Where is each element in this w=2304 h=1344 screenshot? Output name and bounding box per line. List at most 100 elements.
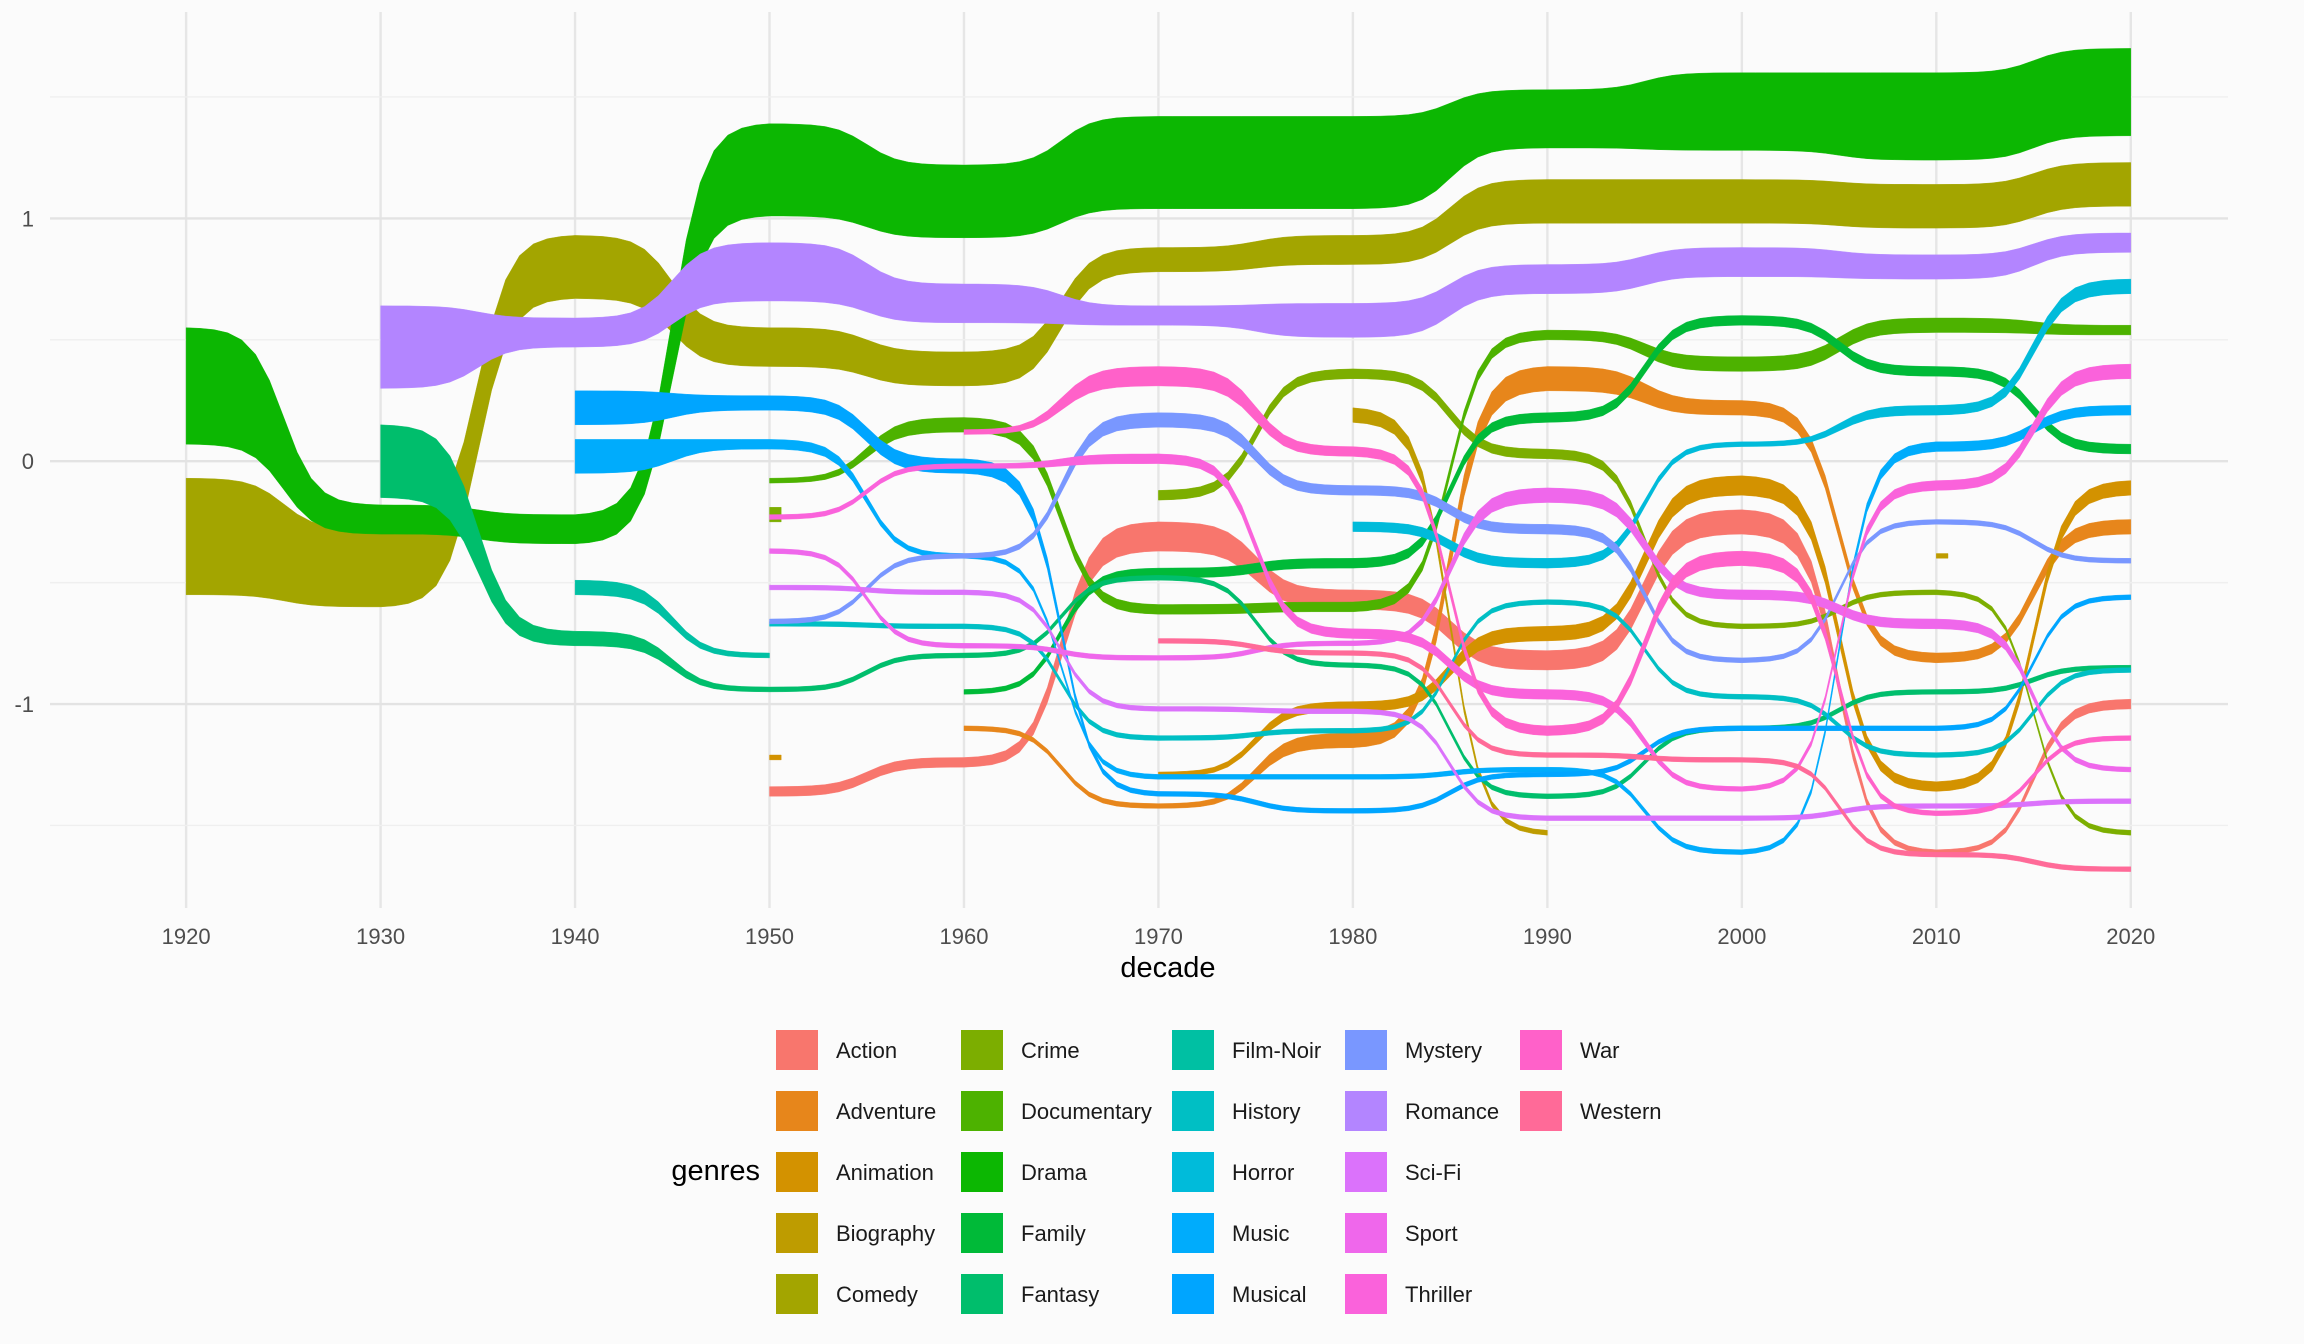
legend-item-family[interactable]: Family bbox=[961, 1213, 1086, 1253]
legend-swatch bbox=[1172, 1030, 1214, 1070]
legend-item-animation[interactable]: Animation bbox=[776, 1152, 934, 1192]
legend-label: Fantasy bbox=[1021, 1282, 1099, 1307]
series-thriller bbox=[769, 363, 2131, 792]
legend-label: Drama bbox=[1021, 1160, 1088, 1185]
stream-action bbox=[769, 509, 2131, 855]
legend-item-action[interactable]: Action bbox=[776, 1030, 897, 1070]
x-axis-title: decade bbox=[1120, 952, 1215, 984]
legend-label: Western bbox=[1580, 1099, 1662, 1124]
legend-swatch bbox=[1345, 1030, 1387, 1070]
legend-item-drama[interactable]: Drama bbox=[961, 1152, 1088, 1192]
legend-swatch bbox=[1172, 1213, 1214, 1253]
legend: genres Action Adventure Animation Biography… bbox=[671, 1030, 1662, 1314]
stream-film-noir bbox=[574, 579, 770, 659]
legend-item-mystery[interactable]: Mystery bbox=[1345, 1030, 1482, 1070]
series-western bbox=[1158, 638, 2131, 872]
series-film-noir bbox=[574, 579, 770, 659]
series-biography bbox=[1352, 407, 1949, 836]
x-tick-label: 1970 bbox=[1134, 924, 1183, 949]
stream-horror bbox=[1352, 278, 2131, 569]
y-tick-label: 1 bbox=[22, 206, 34, 231]
legend-title: genres bbox=[671, 1155, 760, 1187]
legend-swatch bbox=[776, 1274, 818, 1314]
series-romance bbox=[380, 232, 2131, 389]
stream-drama bbox=[185, 48, 2131, 545]
series-war bbox=[963, 366, 2131, 816]
legend-swatch bbox=[1345, 1091, 1387, 1131]
legend-label: History bbox=[1232, 1099, 1300, 1124]
legend-label: Action bbox=[836, 1038, 897, 1063]
x-tick-label: 2020 bbox=[2106, 924, 2155, 949]
legend-swatch bbox=[776, 1091, 818, 1131]
legend-swatch bbox=[961, 1152, 1003, 1192]
stream-biography bbox=[1936, 553, 1949, 559]
legend-label: Family bbox=[1021, 1221, 1086, 1246]
legend-swatch bbox=[961, 1091, 1003, 1131]
x-tick-label: 2010 bbox=[1912, 924, 1961, 949]
stream-war bbox=[963, 366, 2131, 816]
legend-swatch bbox=[1345, 1152, 1387, 1192]
legend-item-crime[interactable]: Crime bbox=[961, 1030, 1080, 1070]
legend-item-western[interactable]: Western bbox=[1520, 1091, 1662, 1131]
series-animation bbox=[769, 475, 2131, 792]
x-tick-label: 1960 bbox=[940, 924, 989, 949]
legend-item-music[interactable]: Music bbox=[1172, 1213, 1289, 1253]
legend-item-horror[interactable]: Horror bbox=[1172, 1152, 1294, 1192]
legend-swatch bbox=[776, 1213, 818, 1253]
series-horror bbox=[1352, 278, 2131, 569]
legend-label: Horror bbox=[1232, 1160, 1294, 1185]
y-tick-label: 0 bbox=[22, 449, 34, 474]
legend-swatch bbox=[1172, 1274, 1214, 1314]
legend-item-thriller[interactable]: Thriller bbox=[1345, 1274, 1472, 1314]
stream-romance bbox=[380, 232, 2131, 389]
series-documentary bbox=[769, 317, 2131, 615]
stream-sci-fi bbox=[769, 584, 2131, 821]
stream-music bbox=[574, 405, 2131, 855]
legend-swatch bbox=[1345, 1274, 1387, 1314]
legend-label: Music bbox=[1232, 1221, 1289, 1246]
y-tick-label: -1 bbox=[14, 692, 34, 717]
genre-streams bbox=[185, 48, 2131, 872]
legend-item-adventure[interactable]: Adventure bbox=[776, 1091, 936, 1131]
legend-item-musical[interactable]: Musical bbox=[1172, 1274, 1307, 1314]
legend-label: Animation bbox=[836, 1160, 934, 1185]
legend-item-film-noir[interactable]: Film-Noir bbox=[1172, 1030, 1321, 1070]
legend-item-war[interactable]: War bbox=[1520, 1030, 1620, 1070]
legend-item-sport[interactable]: Sport bbox=[1345, 1213, 1458, 1253]
series-sci-fi bbox=[769, 584, 2131, 821]
legend-item-documentary[interactable]: Documentary bbox=[961, 1091, 1152, 1131]
legend-label: Crime bbox=[1021, 1038, 1080, 1063]
legend-item-romance[interactable]: Romance bbox=[1345, 1091, 1499, 1131]
legend-label: Mystery bbox=[1405, 1038, 1482, 1063]
legend-swatch bbox=[1520, 1030, 1562, 1070]
legend-label: Film-Noir bbox=[1232, 1038, 1321, 1063]
legend-item-history[interactable]: History bbox=[1172, 1091, 1300, 1131]
x-tick-label: 1940 bbox=[551, 924, 600, 949]
stream-mystery bbox=[769, 412, 2131, 664]
legend-label: Comedy bbox=[836, 1282, 918, 1307]
stream-biography bbox=[1352, 407, 1548, 836]
stream-animation bbox=[769, 754, 782, 761]
legend-swatch bbox=[776, 1152, 818, 1192]
series-mystery bbox=[769, 412, 2131, 664]
legend-swatch bbox=[961, 1213, 1003, 1253]
series-drama bbox=[185, 48, 2131, 545]
series-family bbox=[963, 315, 2131, 695]
legend-swatch bbox=[1172, 1152, 1214, 1192]
series-comedy bbox=[185, 162, 2131, 608]
series-action bbox=[769, 509, 2131, 855]
legend-item-comedy[interactable]: Comedy bbox=[776, 1274, 918, 1314]
legend-label: Sport bbox=[1405, 1221, 1458, 1246]
legend-item-sci-fi[interactable]: Sci-Fi bbox=[1345, 1152, 1461, 1192]
legend-item-biography[interactable]: Biography bbox=[776, 1213, 935, 1253]
legend-swatch bbox=[961, 1030, 1003, 1070]
stream-documentary bbox=[769, 317, 2131, 615]
stream-western bbox=[1158, 638, 2131, 872]
legend-label: Documentary bbox=[1021, 1099, 1152, 1124]
stream-history bbox=[769, 599, 2131, 758]
legend-item-fantasy[interactable]: Fantasy bbox=[961, 1274, 1099, 1314]
legend-swatch bbox=[1345, 1213, 1387, 1253]
axes: 1920 1930 1940 1950 1960 1970 1980 1990 2000 2010… bbox=[14, 206, 2155, 949]
legend-label: Sci-Fi bbox=[1405, 1160, 1461, 1185]
legend-label: Biography bbox=[836, 1221, 935, 1246]
